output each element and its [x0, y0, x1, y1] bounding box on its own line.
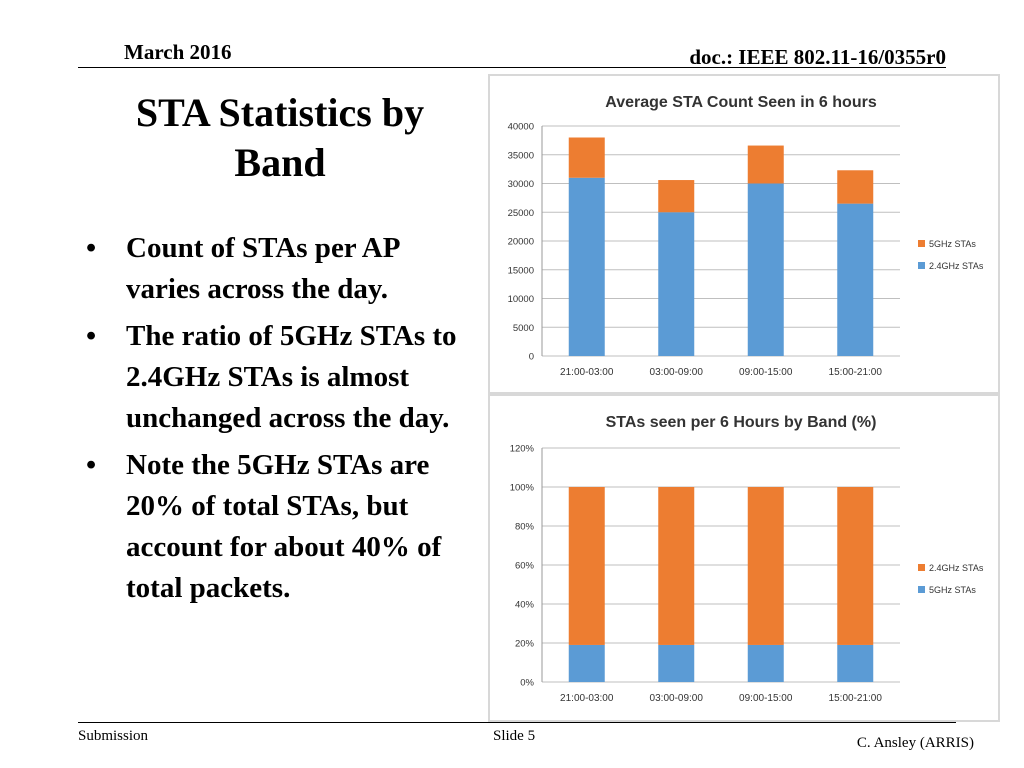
bar-segment — [658, 644, 695, 682]
bar-segment — [747, 183, 784, 356]
y-tick-label: 40% — [515, 600, 535, 611]
bullet-text: Note the 5GHz STAs are 20% of total STAs… — [126, 449, 442, 604]
legend-swatch — [918, 240, 925, 247]
slide-title: STA Statistics by Band — [135, 90, 425, 185]
footer-slide-number: Slide 5 — [493, 728, 536, 744]
legend-label: 2.4GHz STAs — [929, 261, 984, 271]
bar-segment — [658, 180, 695, 213]
bar-segment — [568, 177, 605, 356]
bar-segment — [837, 170, 874, 204]
x-tick-label: 21:00-03:00 — [560, 367, 614, 378]
bullet-glyph: • — [86, 449, 97, 481]
bar-segment — [568, 137, 605, 178]
legend-label: 5GHz STAs — [929, 585, 976, 595]
bar-segment — [658, 487, 695, 645]
y-tick-label: 40000 — [508, 122, 534, 133]
bar-segment — [747, 644, 784, 682]
y-tick-label: 120% — [510, 444, 535, 455]
footer-submission: Submission — [78, 728, 149, 744]
y-tick-label: 20% — [515, 639, 535, 650]
x-tick-label: 21:00-03:00 — [560, 693, 614, 704]
y-tick-label: 80% — [515, 522, 535, 533]
sta-count-chart: Average STA Count Seen in 6 hours 0 5000 10… — [488, 74, 1000, 394]
sta-count-chart-svg: Average STA Count Seen in 6 hours 0 5000 10… — [508, 94, 984, 378]
y-tick-label: 15000 — [508, 265, 534, 276]
y-tick-label: 0 — [529, 352, 534, 363]
bar-segment — [568, 644, 605, 682]
x-tick-label: 15:00-21:00 — [829, 367, 883, 378]
y-tick-label: 20000 — [508, 237, 534, 248]
y-tick-label: 35000 — [508, 150, 534, 161]
bar-segment — [747, 145, 784, 184]
bar-segment — [837, 203, 874, 356]
y-tick-label: 25000 — [508, 208, 534, 219]
header-date: March 2016 — [124, 40, 232, 64]
y-tick-label: 5000 — [513, 323, 534, 334]
bar-segment — [568, 487, 605, 645]
y-tick-label: 30000 — [508, 179, 534, 190]
bullet-list: • Count of STAs per AP varies across the … — [86, 228, 476, 615]
legend-label: 5GHz STAs — [929, 239, 976, 249]
bullet-glyph: • — [86, 232, 97, 264]
bullet-item: • Count of STAs per AP varies across the … — [86, 228, 476, 310]
legend-swatch — [918, 262, 925, 269]
y-tick-label: 0% — [520, 678, 534, 689]
y-tick-label: 10000 — [508, 294, 534, 305]
bullet-text: Count of STAs per AP varies across the d… — [126, 232, 399, 305]
y-tick-label: 100% — [510, 483, 535, 494]
bar-segment — [837, 644, 874, 682]
chart-title: Average STA Count Seen in 6 hours — [605, 94, 877, 111]
chart-title: STAs seen per 6 Hours by Band (%) — [606, 414, 877, 431]
bullet-text: The ratio of 5GHz STAs to 2.4GHz STAs is… — [126, 320, 457, 434]
x-tick-label: 09:00-15:00 — [739, 693, 793, 704]
x-tick-label: 03:00-09:00 — [650, 367, 704, 378]
legend-swatch — [918, 564, 925, 571]
x-tick-label: 09:00-15:00 — [739, 367, 793, 378]
bar-segment — [837, 487, 874, 645]
bar-segment — [747, 487, 784, 645]
sta-percent-chart-svg: STAs seen per 6 Hours by Band (%) 0% 20% 40… — [510, 414, 984, 704]
x-tick-label: 15:00-21:00 — [829, 693, 883, 704]
footer-author: C. Ansley (ARRIS) — [856, 735, 974, 751]
header-divider — [78, 67, 946, 68]
x-tick-label: 03:00-09:00 — [650, 693, 704, 704]
sta-percent-chart: STAs seen per 6 Hours by Band (%) 0% 20% 40… — [488, 394, 1000, 722]
bullet-item: • Note the 5GHz STAs are 20% of total STA… — [86, 445, 476, 609]
footer-divider — [78, 722, 956, 723]
bar-segment — [658, 212, 695, 356]
y-tick-label: 60% — [515, 561, 535, 572]
legend-swatch — [918, 586, 925, 593]
legend-label: 2.4GHz STAs — [929, 563, 984, 573]
bullet-item: • The ratio of 5GHz STAs to 2.4GHz STAs i… — [86, 316, 476, 439]
bullet-glyph: • — [86, 320, 97, 352]
header-doc-id: doc.: IEEE 802.11-16/0355r0 — [689, 45, 946, 69]
